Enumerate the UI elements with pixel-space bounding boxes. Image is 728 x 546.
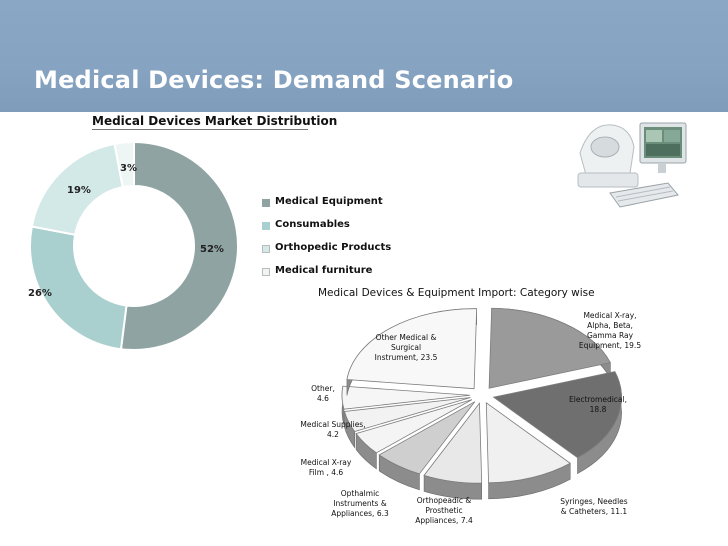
donut-data-label: 19% (67, 185, 91, 196)
import-slice (488, 307, 611, 389)
legend-label: Orthopedic Products (275, 242, 392, 253)
import-slice-label: Medical X-ray Film , 4.6 (300, 458, 352, 477)
legend-label: Medical furniture (275, 265, 373, 276)
import-slice-label: Medical Supplies, 4.2 (300, 420, 366, 439)
import-slice-label: Other Medical & Surgical Instrument, 23.5 (374, 333, 438, 362)
import-slice (346, 308, 478, 390)
donut-data-label: 3% (120, 163, 137, 174)
medical-workstation-icon (550, 113, 690, 213)
legend-swatch (262, 245, 270, 253)
donut-data-label: 26% (28, 288, 52, 299)
legend-label: Medical Equipment (275, 196, 383, 207)
import-chart-title: Medical Devices & Equipment Import: Cate… (318, 287, 595, 299)
import-slice (378, 401, 476, 475)
import-slice (423, 402, 483, 484)
import-slice (341, 385, 471, 410)
donut-slice (119, 140, 239, 351)
import-slice-label: Opthalmic Instruments & Appliances, 6.3 (331, 489, 389, 518)
import-slice-label: Syringes, Needles & Catheters, 11.1 (560, 497, 628, 516)
import-slice-label: Medical X-ray, Alpha, Beta, Gamma Ray Equip… (578, 311, 642, 350)
import-slice-label: Electromedical, 18.8 (569, 395, 627, 414)
import-slice-label: Other, 4.6 (311, 384, 335, 403)
donut-slice (113, 140, 135, 189)
import-slice (343, 397, 471, 432)
legend-swatch (262, 268, 270, 276)
donut-chart-title: Medical Devices Market Distribution (92, 114, 338, 128)
import-slice-label: Orthopeadic & Prosthetic Appliances, 7.4 (415, 496, 473, 525)
import-slice (485, 402, 571, 484)
import-slice (492, 371, 622, 459)
legend-label: Consumables (275, 219, 350, 230)
legend-swatch (262, 222, 270, 230)
donut-data-label: 52% (200, 244, 224, 255)
slide-title: Medical Devices: Demand Scenario (34, 66, 514, 94)
donut-title-underline (92, 129, 308, 130)
legend-swatch (262, 199, 270, 207)
header-band (0, 0, 728, 112)
import-slice (355, 399, 473, 454)
